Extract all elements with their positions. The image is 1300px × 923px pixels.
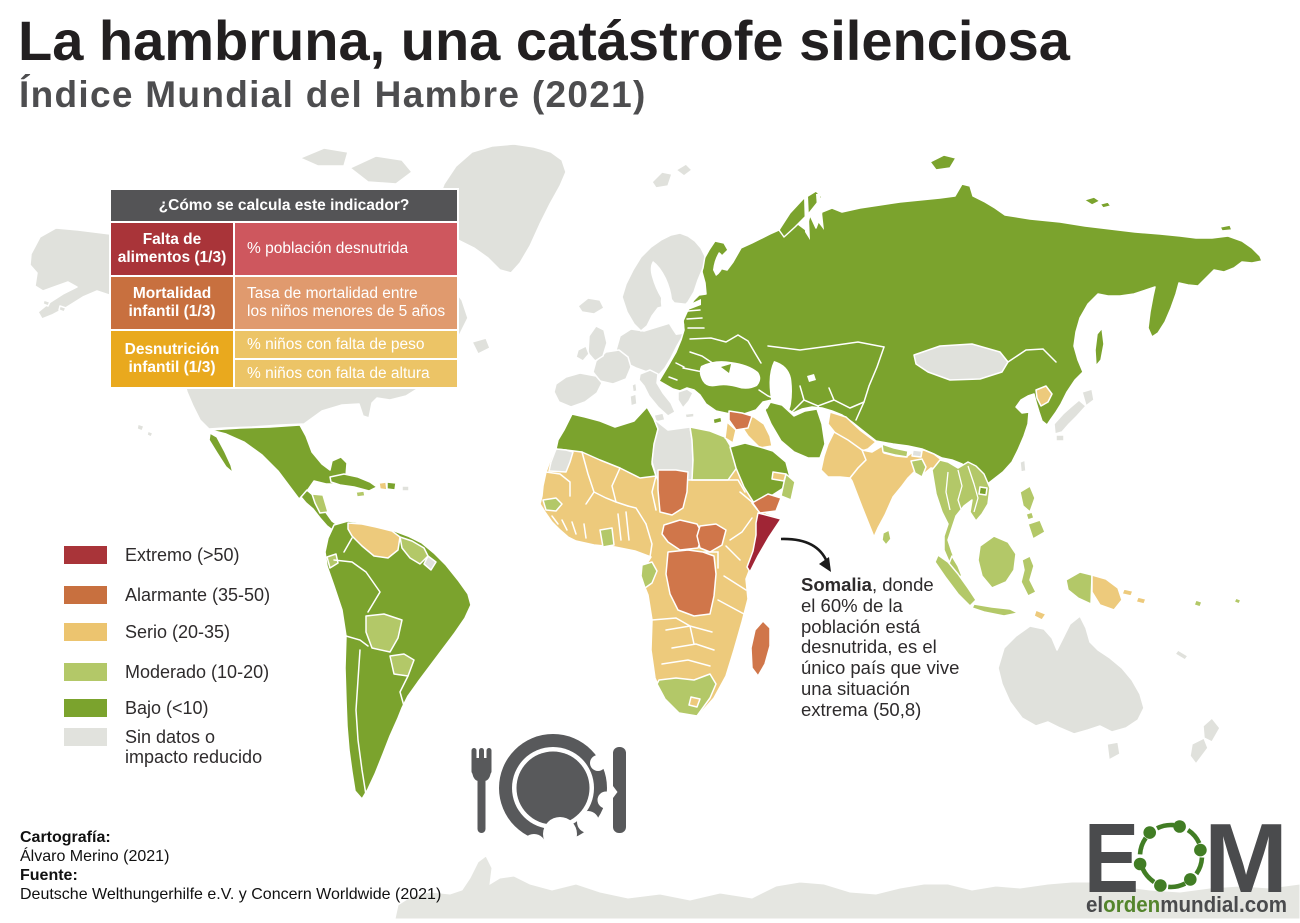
svg-text:E: E (1084, 812, 1139, 913)
svg-text:M: M (1204, 812, 1288, 913)
svg-text:elordenmundial.com: elordenmundial.com (1086, 892, 1287, 917)
